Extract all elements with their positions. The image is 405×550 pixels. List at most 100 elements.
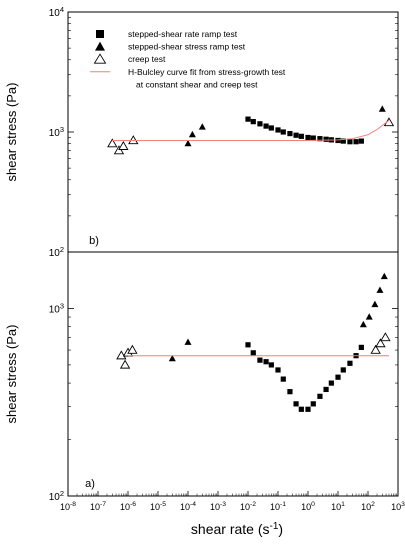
data-point-open-triangle — [383, 117, 395, 127]
panel-label: a) — [85, 478, 95, 490]
legend: stepped-shear rate ramp test stepped-shea… — [90, 29, 286, 89]
data-point-square — [335, 374, 341, 380]
data-point-open-triangle — [127, 344, 138, 354]
data-point-square — [250, 119, 256, 125]
data-point-square — [310, 401, 316, 407]
legend-entry-label: stepped-shear rate ramp test — [128, 29, 238, 39]
data-point-open-triangle — [128, 135, 139, 145]
data-point-square — [263, 359, 269, 365]
data-point-square — [293, 401, 299, 407]
legend-open-triangle-icon — [93, 53, 107, 64]
series-1 — [168, 272, 388, 362]
data-point-square — [335, 137, 341, 144]
data-point-open-triangle — [113, 145, 125, 155]
x-tick-label: 101 — [331, 501, 345, 512]
panel-a: 102 103 10-8 10-7 10-6 10-5 10-4 10-3 10-2 10-1 10… — [4, 251, 405, 537]
data-point-open-triangle — [107, 138, 118, 148]
data-point-square — [305, 134, 311, 141]
data-point-square — [305, 406, 311, 412]
y-tick-label: 102 — [49, 489, 64, 503]
data-point-square — [317, 136, 323, 142]
panel-label: b) — [89, 235, 99, 247]
data-point-triangle — [378, 105, 386, 112]
legend-entry-label: stepped-shear stress ramp test — [128, 42, 246, 52]
data-point-square — [245, 116, 251, 122]
data-point-triangle — [168, 354, 176, 362]
y-tick-label: 103 — [49, 301, 64, 315]
series-1 — [184, 105, 386, 147]
data-point-square — [353, 139, 359, 145]
x-tick-label: 10-4 — [180, 501, 196, 512]
data-point-square — [323, 386, 329, 393]
data-point-triangle — [365, 313, 373, 320]
data-point-triangle — [188, 130, 196, 138]
data-point-square — [298, 406, 304, 412]
series-2 — [116, 332, 391, 369]
data-point-square — [287, 389, 293, 395]
data-point-square — [323, 136, 329, 142]
data-point-triangle — [198, 123, 206, 130]
data-point-square — [280, 376, 286, 382]
x-tick-label: 10-6 — [120, 501, 136, 512]
data-point-square — [257, 357, 263, 363]
legend-square-icon — [96, 30, 104, 38]
data-point-square — [263, 123, 269, 129]
x-tick-label: 10-2 — [240, 501, 256, 512]
data-point-square — [347, 360, 353, 366]
y-tick-label: 103 — [49, 125, 64, 139]
x-tick-label: 10-3 — [210, 501, 226, 512]
data-point-triangle — [359, 320, 367, 328]
data-point-square — [328, 380, 334, 386]
series-0 — [245, 342, 364, 412]
data-point-square — [268, 362, 274, 368]
data-point-triangle — [371, 300, 379, 308]
data-point-square — [347, 139, 353, 145]
data-point-square — [340, 138, 346, 144]
data-point-triangle — [184, 338, 192, 345]
data-point-square — [275, 127, 281, 133]
data-point-triangle — [184, 139, 192, 147]
data-point-square — [298, 133, 304, 139]
data-point-square — [250, 350, 256, 356]
legend-entry-label: creep test — [128, 54, 166, 64]
data-point-triangle — [380, 272, 388, 280]
data-point-square — [358, 344, 364, 350]
data-point-square — [358, 138, 364, 144]
series-3 — [112, 120, 390, 141]
data-point-open-triangle — [370, 344, 381, 354]
y-axis-label: shear stress (Pa) — [4, 83, 19, 182]
y-tick-label: 102 — [49, 245, 64, 259]
data-point-square — [293, 132, 299, 138]
x-tick-label: 10-7 — [90, 501, 106, 512]
data-point-square — [310, 135, 316, 141]
series-2 — [107, 117, 395, 155]
fit-curve-line — [112, 120, 390, 141]
x-tick-label: 103 — [391, 501, 405, 512]
data-point-square — [275, 367, 281, 373]
data-point-triangle — [376, 286, 384, 293]
y-axis-label: shear stress (Pa) — [4, 325, 19, 424]
data-point-square — [245, 342, 251, 348]
x-tick-label: 10-1 — [270, 501, 286, 512]
data-point-square — [268, 125, 274, 131]
data-point-open-triangle — [116, 350, 127, 360]
x-axis-label: shear rate (s-1) — [191, 521, 283, 537]
legend-triangle-icon — [95, 41, 105, 51]
data-point-square — [317, 393, 323, 399]
x-tick-label: 10-5 — [150, 501, 166, 512]
data-point-square — [287, 130, 293, 137]
legend-entry-label-2: at constant shear and creep test — [136, 79, 258, 89]
panel-a-frame — [67, 251, 399, 497]
data-point-open-triangle — [380, 332, 391, 342]
x-tick-label: 102 — [361, 501, 375, 512]
data-point-open-triangle — [119, 359, 131, 369]
x-tick-label: 10-8 — [60, 501, 76, 512]
x-tick-label: 100 — [301, 501, 315, 512]
data-point-open-triangle — [118, 141, 129, 150]
data-point-square — [257, 121, 263, 127]
data-point-open-triangle — [375, 338, 386, 348]
series-0 — [245, 116, 364, 145]
legend-entry-label: H-Bulcley curve fit from stress-growth t… — [128, 67, 286, 77]
data-point-square — [340, 367, 346, 373]
